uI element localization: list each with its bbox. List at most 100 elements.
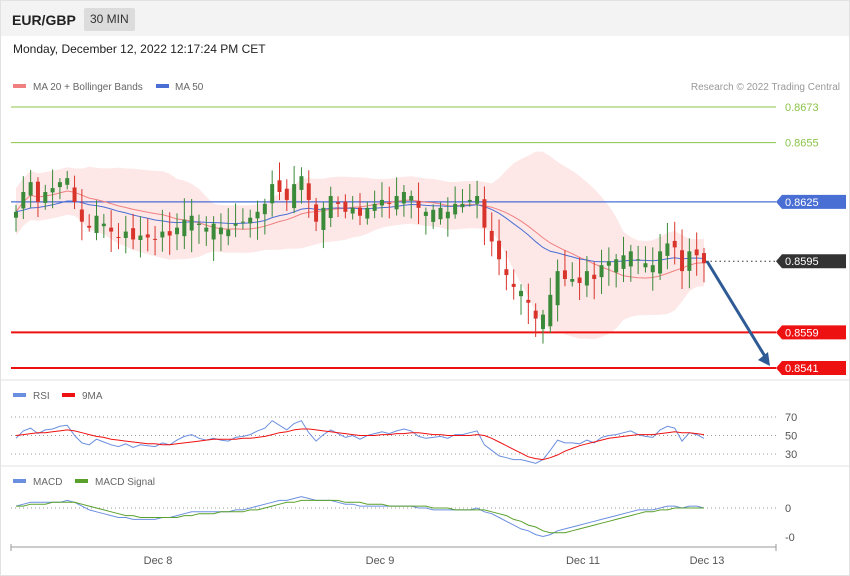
level-label: 0.8655 — [785, 138, 819, 150]
candle-body — [57, 182, 62, 188]
candle-body — [416, 200, 421, 208]
candle-body — [255, 211, 260, 219]
candle-body — [343, 201, 348, 212]
candle-body — [548, 294, 553, 327]
candle-body — [438, 207, 443, 220]
candle-body — [50, 188, 55, 193]
level-label: 0.8595 — [785, 256, 819, 268]
candle-body — [365, 207, 370, 219]
rsi-legend: RSI 9MA — [13, 391, 103, 402]
timeframe-badge[interactable]: 30 MIN — [84, 8, 135, 31]
candle-body — [204, 227, 209, 232]
candle-body — [292, 184, 297, 209]
candle-body — [72, 187, 77, 202]
candle-body — [489, 230, 494, 242]
x-axis: Dec 8 Dec 9 Dec 11 Dec 13 — [10, 544, 777, 567]
candle-body — [577, 277, 582, 283]
candle-body — [277, 180, 282, 193]
candle-body — [189, 215, 194, 231]
x-tick-label: Dec 8 — [144, 555, 173, 567]
candle-body — [299, 176, 304, 190]
forecast-arrow-shaft — [705, 260, 768, 359]
level-tag — [776, 361, 846, 375]
candle-body — [116, 236, 121, 238]
rsi-ma-line — [15, 428, 705, 461]
rsi-ma-swatch — [62, 393, 75, 397]
candle-body — [680, 250, 685, 272]
candle-body — [628, 251, 633, 267]
candle-body — [599, 265, 604, 278]
candle-body — [233, 223, 238, 226]
candle-body — [65, 178, 70, 185]
macd-panel: MACD MACD Signal 0 -0 — [11, 477, 795, 544]
candle-body — [467, 199, 472, 202]
candle-body — [409, 195, 414, 201]
candle-body — [87, 225, 92, 228]
candle-body — [262, 203, 267, 215]
candle-body — [35, 181, 40, 202]
candle-body — [240, 221, 245, 223]
candle-body — [175, 227, 180, 235]
rsi-legend-label: RSI — [33, 391, 50, 402]
candle-body — [460, 203, 465, 208]
header-bar: EUR/GBP 30 MIN — [1, 1, 849, 36]
candle-body — [519, 290, 524, 297]
candle-body — [592, 274, 597, 280]
candle-body — [306, 183, 311, 200]
candle-body — [401, 192, 406, 204]
candle-body — [358, 207, 362, 216]
symbol-label: EUR/GBP — [12, 12, 76, 28]
rsi-ma-legend-label: 9MA — [82, 391, 103, 402]
level-tag — [776, 325, 846, 340]
candle-body — [138, 235, 143, 240]
x-tick-label: Dec 9 — [366, 555, 395, 567]
candle-body — [94, 215, 99, 233]
candle-body — [562, 270, 567, 280]
candle-body — [101, 223, 106, 227]
candle-body — [167, 231, 172, 236]
candle-body — [694, 249, 699, 256]
candle-body — [702, 253, 706, 264]
candle-body — [79, 209, 84, 222]
level-label: 0.8673 — [785, 102, 819, 114]
ma50-legend-label: MA 50 — [175, 82, 204, 93]
candle-body — [621, 255, 626, 269]
rsi-tick-label: 30 — [785, 449, 797, 461]
candle-body — [182, 219, 187, 237]
x-tick-label: Dec 11 — [566, 555, 600, 567]
candle-body — [379, 199, 384, 206]
candle-body — [606, 261, 611, 266]
candle-body — [387, 202, 392, 204]
level-label: 0.8625 — [785, 197, 819, 209]
level-label: 0.8559 — [785, 327, 819, 339]
bollinger-band — [16, 151, 704, 340]
candle-body — [526, 299, 531, 303]
candle-body — [497, 240, 502, 260]
candle-body — [314, 204, 319, 222]
candle-body — [270, 184, 275, 204]
macd-legend: MACD MACD Signal — [13, 477, 155, 488]
macd-signal-line — [16, 499, 704, 534]
macd-signal-legend-label: MACD Signal — [95, 477, 155, 488]
candle-body — [14, 211, 18, 218]
macd-swatch — [13, 479, 26, 483]
candle-body — [153, 238, 158, 240]
candle-body — [445, 211, 450, 219]
rsi-line — [15, 420, 705, 464]
candle-body — [643, 263, 648, 268]
candle-body — [328, 195, 333, 219]
candle-body — [336, 202, 341, 204]
candle-body — [226, 229, 231, 237]
candle-body — [672, 240, 677, 248]
candle-body — [28, 182, 33, 196]
copyright-label: Research © 2022 Trading Central — [691, 82, 840, 93]
candle-body — [658, 251, 663, 274]
datetime-label: Monday, December 12, 2022 12:17:24 PM CE… — [13, 42, 266, 56]
rsi-tick-label: 50 — [785, 431, 797, 443]
candle-body — [248, 217, 253, 224]
candle-body — [504, 269, 509, 276]
ma50-swatch — [156, 84, 169, 88]
price-legend: MA 20 + Bollinger Bands MA 50 Research © 2… — [13, 82, 840, 93]
macd-signal-swatch — [75, 479, 88, 483]
